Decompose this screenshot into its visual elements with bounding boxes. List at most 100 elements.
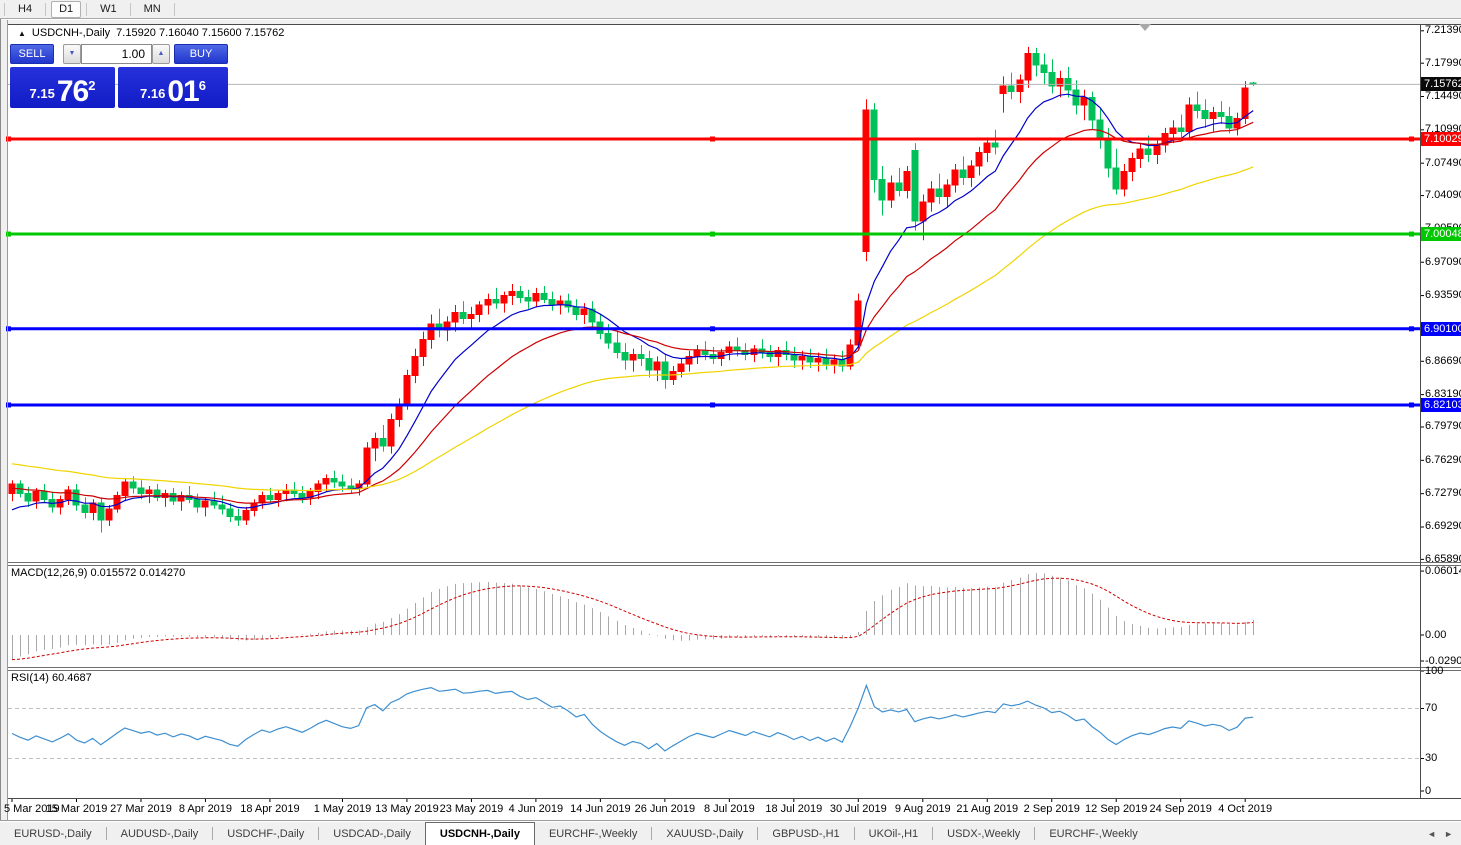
tab-scroll-arrows: ◄ ► (1427, 822, 1461, 845)
volume-increase-icon[interactable]: ▲ (152, 44, 170, 64)
chart-tab-ukoil-h1[interactable]: UKOil-,H1 (868, 827, 919, 840)
tab-separator (757, 827, 759, 840)
date-axis-label: 8 Jul 2019 (703, 803, 755, 815)
price-axis-label: 7.14490 (1425, 90, 1461, 102)
date-axis-label: 15 Mar 2019 (45, 803, 108, 815)
sell-price-big: 76 (56, 75, 89, 108)
chart-tab-xauusd-daily[interactable]: XAUUSD-,Daily (666, 827, 744, 840)
date-axis-label: 13 May 2019 (375, 803, 439, 815)
price-badge: 7.10029 (1421, 132, 1461, 146)
toolbar-separator (173, 2, 175, 16)
toolbar-separator (129, 2, 131, 16)
buy-price-sup: 6 (198, 78, 206, 93)
sell-button[interactable]: SELL (10, 44, 54, 64)
price-axis-label: 7.07490 (1425, 156, 1461, 169)
date-axis-border (8, 798, 1461, 799)
tab-scroll-right-icon[interactable]: ► (1444, 828, 1453, 839)
tab-separator (105, 827, 107, 840)
tab-separator (318, 827, 320, 840)
macd-axis-label: 0.060146 (1425, 564, 1461, 577)
rsi-splitter-top[interactable] (8, 667, 1461, 668)
volume-input[interactable] (81, 44, 152, 64)
rsi-splitter-bottom[interactable] (8, 670, 1461, 671)
tab-separator (651, 827, 653, 840)
chart-tab-eurusd-daily[interactable]: EURUSD-,Daily (14, 827, 92, 840)
price-axis-label: 6.65890 (1425, 552, 1461, 565)
chart-tab-usdcnh-daily[interactable]: USDCNH-,Daily (424, 822, 535, 845)
chart-tab-usdcad-daily[interactable]: USDCAD-,Daily (333, 827, 411, 840)
chart-tab-usdx-weekly[interactable]: USDX-,Weekly (947, 827, 1021, 840)
timeframe-button-d1[interactable]: D1 (51, 0, 82, 18)
date-axis-label: 18 Apr 2019 (240, 803, 300, 815)
chart-tab-bar: EURUSD-,Daily AUDUSD-,Daily USDCHF-,Daily U… (0, 822, 1461, 845)
toolbar-separator (86, 2, 88, 16)
date-axis-label: 26 Jun 2019 (634, 803, 696, 815)
buy-price-base: 7.16 (140, 86, 166, 101)
buy-price-big: 01 (167, 75, 199, 108)
price-badge: 6.90100 (1421, 321, 1461, 336)
chart-title-row: ▲ USDCNH-,Daily 7.15920 7.16040 7.15600 … (18, 27, 284, 39)
timeframe-button-w1[interactable]: W1 (100, 2, 117, 15)
chart-shift-marker-icon[interactable] (1139, 24, 1151, 31)
price-badge: 7.00048 (1421, 227, 1461, 242)
date-axis-label: 4 Jun 2019 (508, 803, 564, 815)
macd-splitter-bottom[interactable] (8, 565, 1461, 566)
date-axis-label: 2 Sep 2019 (1023, 803, 1080, 815)
date-axis-label: 24 Sep 2019 (1149, 803, 1212, 815)
sell-price-sup: 2 (88, 78, 96, 93)
volume-decrease-icon[interactable]: ▼ (63, 44, 81, 64)
rsi-axis-label: 100 (1425, 664, 1444, 677)
chart-plot-area[interactable] (8, 24, 1420, 798)
date-axis-label: 8 Apr 2019 (178, 803, 233, 815)
buy-button[interactable]: BUY (174, 44, 228, 64)
date-axis-label: 12 Sep 2019 (1085, 803, 1148, 815)
price-badge: 7.15762 (1421, 77, 1461, 92)
tabbar-separator-dark (0, 820, 1461, 821)
macd-indicator-label: MACD(12,26,9) 0.015572 0.014270 (11, 567, 186, 579)
date-axis-label: 18 Jul 2019 (765, 803, 823, 815)
rsi-axis-label: 30 (1425, 752, 1438, 764)
timeframe-button-mn[interactable]: MN (143, 2, 161, 15)
price-axis-label: 6.97090 (1425, 255, 1461, 268)
date-axis-label: 14 Jun 2019 (570, 803, 631, 815)
chart-symbol-title: USDCNH-,Daily (31, 27, 111, 39)
window-left-edge (0, 19, 1, 845)
price-axis-label: 7.04090 (1425, 189, 1461, 202)
date-axis-label: 1 May 2019 (313, 803, 372, 815)
price-axis-label: 6.86690 (1425, 354, 1461, 367)
price-axis-label: 6.69290 (1425, 520, 1461, 533)
price-axis-border (1420, 24, 1421, 799)
macd-axis-label: -0.029060 (1425, 654, 1461, 667)
collapse-arrow-icon[interactable]: ▲ (18, 28, 26, 38)
chart-top-border (8, 24, 1461, 25)
price-axis-label: 6.72790 (1425, 487, 1461, 500)
tabbar-separator-light (0, 821, 1461, 822)
tab-separator (853, 827, 855, 840)
date-axis-label: 27 Mar 2019 (110, 803, 172, 815)
rsi-axis-label: 0 (1425, 784, 1432, 797)
sell-price-display[interactable]: 7.15 76 2 (10, 67, 115, 108)
chart-left-border (7, 19, 8, 820)
macd-axis-label: 0.00 (1425, 628, 1447, 641)
tab-scroll-left-icon[interactable]: ◄ (1427, 828, 1437, 839)
sell-price-base: 7.15 (29, 86, 55, 101)
date-axis-label: 4 Oct 2019 (1218, 803, 1273, 815)
buy-price-display[interactable]: 7.16 01 6 (118, 67, 228, 108)
date-axis-label: 5 Mar 2019 (4, 803, 60, 815)
tab-separator (932, 827, 934, 840)
date-axis-label: 9 Aug 2019 (894, 803, 951, 815)
chart-tab-eurchf-weekly[interactable]: EURCHF-,Weekly (1049, 827, 1138, 840)
date-axis-label: 30 Jul 2019 (829, 803, 887, 815)
chart-tab-eurchf-weekly[interactable]: EURCHF-,Weekly (548, 827, 638, 840)
timeframe-button-h4[interactable]: H4 (18, 2, 33, 15)
tab-separator (212, 827, 214, 840)
price-axis-label: 7.17990 (1425, 56, 1461, 69)
price-badge: 6.82103 (1421, 397, 1461, 412)
rsi-indicator-label: RSI(14) 60.4687 (11, 672, 92, 684)
chart-tab-gbpusd-h1[interactable]: GBPUSD-,H1 (772, 827, 840, 840)
chart-tab-usdchf-daily[interactable]: USDCHF-,Daily (227, 827, 305, 840)
macd-splitter-top[interactable] (8, 562, 1461, 563)
date-axis-label: 21 Aug 2019 (956, 803, 1019, 815)
chart-tab-audusd-daily[interactable]: AUDUSD-,Daily (120, 827, 199, 840)
